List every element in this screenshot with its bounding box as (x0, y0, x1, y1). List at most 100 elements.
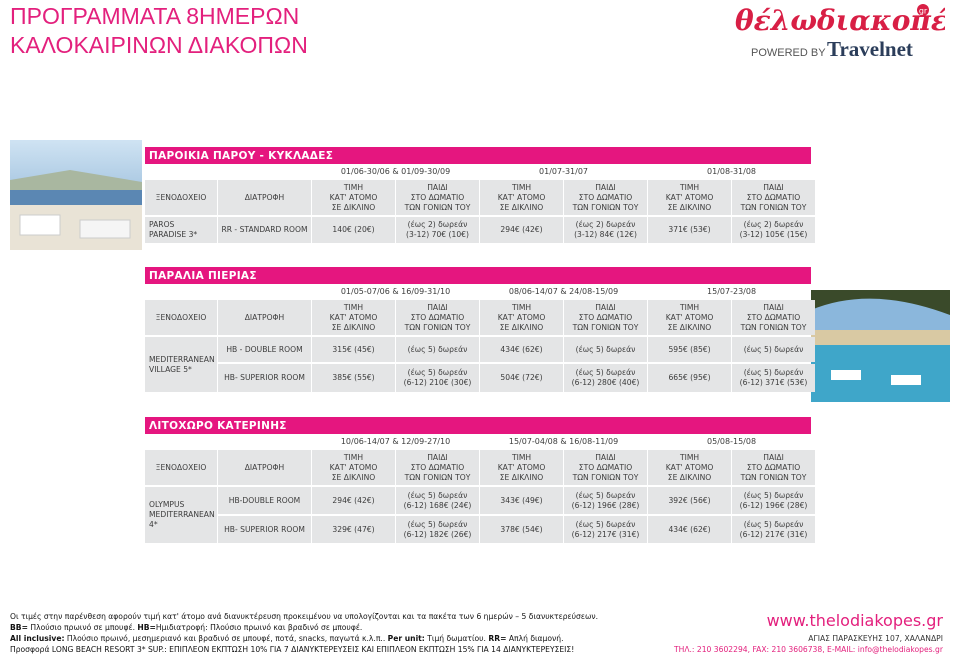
board: HB- SUPERIOR ROOM (218, 364, 311, 392)
period: 05/08-15/08 (707, 437, 757, 446)
price-line: (3-12) 105€ (15€) (739, 230, 808, 239)
header-hotel: ΞΕΝΟΔΟΧΕΙΟ (145, 300, 217, 335)
header-line: ΣΤΟ ΔΩΜΑΤΙΟ (578, 312, 633, 322)
header-line: ΠΑΙΔΙ (427, 452, 448, 462)
price-line: 665€ (95€) (668, 373, 711, 382)
price-line: 294€ (42€) (332, 495, 375, 505)
hotel-line: MEDITERRANEAN (149, 354, 215, 364)
header-line: ΤΩΝ ΓΟΝΙΩΝ ΤΟΥ (740, 322, 807, 332)
period: 10/06-14/07 & 12/09-27/10 (340, 437, 451, 446)
header-child: ΠΑΙΔΙ ΣΤΟ ΔΩΜΑΤΙΟ ΤΩΝ ΓΟΝΙΩΝ ΤΟΥ (396, 300, 480, 335)
adult-price: 378€ (54€) (480, 516, 564, 543)
price-line: (έως 5) δωρεάν (743, 344, 804, 354)
adult-price: 434€ (62€) (480, 337, 564, 362)
header-line: ΠΑΙΔΙ (427, 302, 448, 312)
header-board: ΔΙΑΤΡΟΦΗ (218, 180, 311, 215)
price-line: 315€ (45€) (332, 344, 375, 354)
spacer (145, 436, 311, 448)
header-line: ΤΩΝ ΓΟΝΙΩΝ ΤΟΥ (740, 202, 807, 212)
header-hotel: ΞΕΝΟΔΟΧΕΙΟ (145, 180, 217, 215)
header-adult: ΤΙΜΗ ΚΑΤ' ΑΤΟΜΟ ΣΕ ΔΙΚΛΙΝΟ (480, 180, 564, 215)
contact-phone: ΤΗΛ.: 210 3602294, FAX: 210 3606738, E-M… (673, 645, 943, 654)
price-line: (6-12) 196€ (28€) (739, 500, 808, 510)
child-price: (έως 5) δωρεάν (6-12) 280€ (40€) (564, 364, 648, 392)
price-line: (6-12) 280€ (40€) (571, 378, 640, 387)
price-table: 01/06-30/06 & 01/09-30/09 01/07-31/07 01/0… (144, 164, 816, 245)
header-adult: ΤΙΜΗ ΚΑΤ' ΑΤΟΜΟ ΣΕ ΔΙΚΛΙΝΟ (648, 300, 732, 335)
header-line: ΚΑΤ' ΑΤΟΜΟ (665, 192, 714, 202)
header-line: ΠΑΙΔΙ (595, 452, 616, 462)
hotel: MEDITERRANEAN VILLAGE 5* (145, 337, 217, 392)
contact-address: ΑΓΙΑΣ ΠΑΡΑΣΚΕΥΗΣ 107, ΧΑΛΑΝΔΡΙ (808, 634, 943, 643)
adult-price: 665€ (95€) (648, 364, 732, 392)
board: HB - DOUBLE ROOM (218, 337, 311, 362)
header-line: ΠΑΙΔΙ (427, 182, 448, 192)
child-price: (έως 5) δωρεάν (6-12) 196€ (28€) (564, 487, 648, 514)
header-line: ΤΙΜΗ (679, 452, 700, 462)
header-adult: ΤΙΜΗ ΚΑΤ' ΑΤΟΜΟ ΣΕ ΔΙΚΛΙΝΟ (480, 300, 564, 335)
period: 01/07-31/07 (539, 167, 589, 176)
child-price: (έως 5) δωρεάν (6-12) 196€ (28€) (732, 487, 816, 514)
adult-price: 595€ (85€) (648, 337, 732, 362)
note-text: RR= (488, 634, 507, 643)
price-line: 434€ (62€) (500, 344, 543, 354)
header-line: ΣΕ ΔΙΚΛΙΝΟ (499, 472, 544, 482)
header-line: ΣΤΟ ΔΩΜΑΤΙΟ (410, 312, 465, 322)
price-line: 343€ (49€) (500, 495, 543, 505)
period: 01/08-31/08 (707, 167, 757, 176)
period: 15/07-04/08 & 16/08-11/09 (508, 437, 619, 446)
child-price: (έως 2) δωρεάν (3-12) 105€ (15€) (732, 217, 816, 243)
header-line: ΤΩΝ ΓΟΝΙΩΝ ΤΟΥ (404, 322, 471, 332)
logo: θέλωδιακοπές gr POWERED BY Travelnet (735, 4, 945, 61)
note-line: BB= Πλούσιο πρωινό σε μπουφέ. HB=Ημιδιατ… (10, 622, 598, 633)
note-text: Πλούσιο πρωινό, μεσημεριανό και βραδινό … (64, 634, 388, 643)
price-line: (έως 5) δωρεάν (407, 344, 468, 354)
adult-price: 294€ (42€) (312, 487, 395, 514)
section: ΛΙΤΟΧΩΡΟ ΚΑΤΕΡΙΝΗΣ 10/06-14/07 & 12/09-27… (145, 417, 816, 545)
contact: www.thelodiakopes.gr ΑΓΙΑΣ ΠΑΡΑΣΚΕΥΗΣ 10… (674, 611, 943, 655)
price-line: (έως 2) δωρεάν (743, 220, 804, 229)
header-row: ΞΕΝΟΔΟΧΕΙΟ ΔΙΑΤΡΟΦΗ ΤΙΜΗ ΚΑΤ' ΑΤΟΜΟ ΣΕ ΔΙΚΛΙ… (145, 180, 816, 215)
header-child: ΠΑΙΔΙ ΣΤΟ ΔΩΜΑΤΙΟ ΤΩΝ ΓΟΝΙΩΝ ΤΟΥ (732, 180, 816, 215)
header-line: ΤΙΜΗ (343, 302, 364, 312)
header-line: ΤΩΝ ΓΟΝΙΩΝ ΤΟΥ (404, 202, 471, 212)
header-adult: ΤΙΜΗ ΚΑΤ' ΑΤΟΜΟ ΣΕ ΔΙΚΛΙΝΟ (312, 180, 395, 215)
section-title: ΛΙΤΟΧΩΡΟ ΚΑΤΕΡΙΝΗΣ (145, 417, 811, 434)
child-price: (έως 5) δωρεάν (6-12) 168€ (24€) (396, 487, 480, 514)
logo-partner: Travelnet (827, 37, 913, 61)
price-line: (6-12) 217€ (31€) (739, 529, 808, 539)
note-text: Προσφορά LONG BEACH RESORT 3* SUP.: ΕΠΙΠ… (10, 645, 575, 654)
header-line: ΤΙΜΗ (679, 182, 700, 192)
header-line: ΣΤΟ ΔΩΜΑΤΙΟ (578, 462, 633, 472)
price-line: (3-12) 70€ (10€) (406, 230, 469, 239)
spacer (145, 286, 311, 298)
contact-url: www.thelodiakopes.gr (766, 611, 943, 630)
header-line: ΤΙΜΗ (679, 302, 700, 312)
header-line: ΣΤΟ ΔΩΜΑΤΙΟ (410, 462, 465, 472)
note-text: Τιμή δωματίου. (424, 634, 489, 643)
price-line: (έως 5) δωρεάν (743, 519, 804, 529)
header-line: ΠΑΙΔΙ (763, 452, 784, 462)
price-line: (έως 5) δωρεάν (575, 368, 636, 377)
header-line: ΣΕ ΔΙΚΛΙΝΟ (499, 322, 544, 332)
adult-price: 315€ (45€) (312, 337, 395, 362)
price-table: 01/05-07/06 & 16/09-31/10 08/06-14/07 & 2… (144, 284, 816, 394)
adult-price: 343€ (49€) (480, 487, 564, 514)
period-row: 01/05-07/06 & 16/09-31/10 08/06-14/07 & 2… (145, 286, 815, 298)
header-adult: ΤΙΜΗ ΚΑΤ' ΑΤΟΜΟ ΣΕ ΔΙΚΛΙΝΟ (648, 180, 732, 215)
header-row: ΞΕΝΟΔΟΧΕΙΟ ΔΙΑΤΡΟΦΗ ΤΙΜΗ ΚΑΤ' ΑΤΟΜΟ ΣΕ ΔΙΚΛΙ… (145, 450, 816, 485)
header-adult: ΤΙΜΗ ΚΑΤ' ΑΤΟΜΟ ΣΕ ΔΙΚΛΙΝΟ (312, 300, 395, 335)
header-line: ΣΕ ΔΙΚΛΙΝΟ (667, 322, 712, 332)
header-line: ΚΑΤ' ΑΤΟΜΟ (497, 462, 546, 472)
header-line: ΣΤΟ ΔΩΜΑΤΙΟ (746, 312, 801, 322)
price-line: 371€ (53€) (668, 225, 711, 234)
adult-price: 385€ (55€) (312, 364, 395, 392)
price-row: MEDITERRANEAN VILLAGE 5* HB - DOUBLE ROOM 3… (145, 337, 816, 392)
hotel-line: 4* (149, 520, 158, 529)
header-child: ΠΑΙΔΙ ΣΤΟ ΔΩΜΑΤΙΟ ΤΩΝ ΓΟΝΙΩΝ ΤΟΥ (396, 180, 480, 215)
child-price: (έως 5) δωρεάν (6-12) 210€ (30€) (396, 364, 480, 392)
price-line: 595€ (85€) (668, 344, 711, 354)
header-line: ΚΑΤ' ΑΤΟΜΟ (329, 462, 378, 472)
price-line: (6-12) 371€ (53€) (739, 378, 808, 387)
